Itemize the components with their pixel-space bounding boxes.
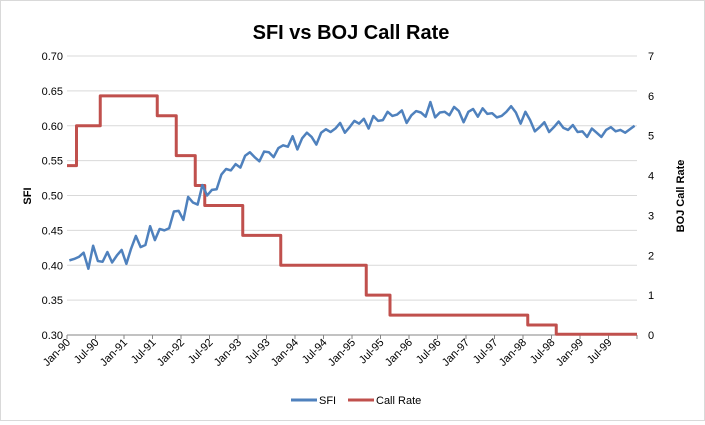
- y-tick-label-left: 0.50: [42, 191, 63, 203]
- x-tick-label: Jan-96: [383, 337, 415, 369]
- legend-label-sfi: SFI: [319, 395, 336, 407]
- y-tick-label-right: 6: [648, 91, 654, 103]
- x-tick-label: Jul-90: [72, 337, 102, 367]
- x-tick-label: Jul-96: [414, 337, 444, 367]
- legend-label-call-rate: Call Rate: [376, 395, 421, 407]
- y-tick-label-right: 5: [648, 131, 654, 143]
- legend: SFI Call Rate: [291, 395, 421, 407]
- gridlines: [67, 55, 637, 336]
- x-tick-label: Jan-97: [440, 337, 472, 369]
- x-tick-label: Jul-92: [186, 337, 216, 367]
- x-axis-ticks: Jan-90Jul-90Jan-91Jul-91Jan-92Jul-92Jan-…: [41, 335, 638, 369]
- x-tick-label: Jul-94: [300, 337, 330, 367]
- x-tick-label: Jan-99: [554, 337, 586, 369]
- y-tick-label-left: 0.40: [42, 260, 63, 272]
- y-tick-label-right: 3: [648, 210, 654, 222]
- y-tick-label-left: 0.70: [42, 51, 63, 63]
- right-axis-ticks: 0 1 2 3 4 5 6 7: [648, 51, 654, 342]
- y-tick-label-right: 0: [648, 330, 654, 342]
- x-tick-label: Jul-95: [357, 337, 387, 367]
- x-tick-label: Jul-97: [471, 337, 501, 367]
- y-tick-label-left: 0.35: [42, 295, 63, 307]
- x-tick-label: Jan-94: [269, 337, 301, 369]
- y-tick-label-left: 0.55: [42, 156, 63, 168]
- y-tick-label-right: 1: [648, 290, 654, 302]
- left-axis-ticks: 0.30 0.35 0.40 0.45 0.50 0.55 0.60 0.65 0.70: [42, 51, 63, 342]
- x-tick-label: Jan-91: [98, 337, 130, 369]
- series-layer: [67, 94, 637, 336]
- y-tick-label-right: 2: [648, 250, 654, 262]
- y-axis-title-right: BOJ Call Rate: [675, 160, 687, 233]
- chart-title: SFI vs BOJ Call Rate: [253, 22, 450, 44]
- y-axis-title-left: SFI: [22, 187, 34, 204]
- x-tick-label: Jul-93: [243, 337, 273, 367]
- x-tick-label: Jul-99: [585, 337, 615, 367]
- x-tick-label: Jan-95: [326, 337, 358, 369]
- y-tick-label-right: 7: [648, 51, 654, 63]
- x-tick-label: Jan-93: [212, 337, 244, 369]
- y-tick-label-right: 4: [648, 171, 654, 183]
- x-tick-label: Jan-98: [497, 337, 529, 369]
- y-tick-label-left: 0.30: [42, 330, 63, 342]
- y-tick-label-left: 0.65: [42, 86, 63, 98]
- series-line-sfi: [69, 100, 636, 270]
- x-tick-label: Jan-92: [155, 337, 187, 369]
- x-tick-label: Jul-91: [129, 337, 159, 367]
- y-tick-label-left: 0.45: [42, 225, 63, 237]
- x-tick-label: Jul-98: [528, 337, 558, 367]
- series-line-call-rate: [67, 94, 637, 336]
- y-tick-label-left: 0.60: [42, 121, 63, 133]
